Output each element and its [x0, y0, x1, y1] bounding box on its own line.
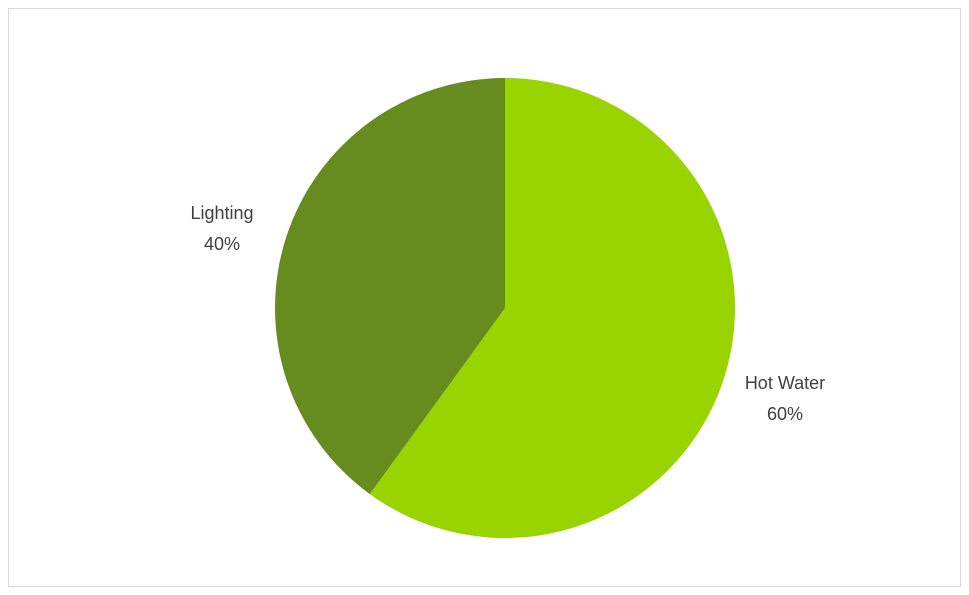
pie-slice-lighting	[275, 77, 505, 495]
pie-slice-hot-water	[369, 78, 735, 538]
pie-slices	[275, 77, 735, 538]
slice-label-hot-water: Hot Water	[745, 373, 825, 393]
slice-value-lighting: 40%	[204, 234, 240, 254]
slice-value-hot-water: 60%	[767, 404, 803, 424]
slice-label-lighting: Lighting	[190, 203, 253, 223]
slice-labels: Hot Water 60% Lighting 40%	[190, 203, 825, 424]
